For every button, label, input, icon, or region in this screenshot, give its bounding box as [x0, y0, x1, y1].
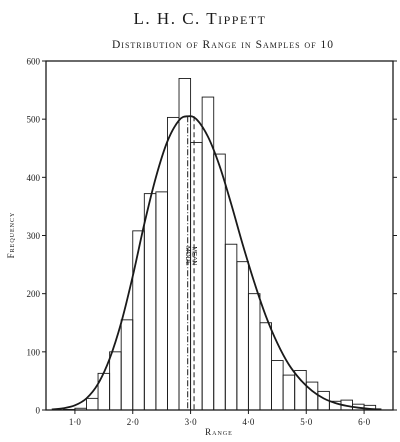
histogram-bar — [190, 141, 203, 411]
histogram-bar — [86, 397, 99, 411]
y-tick-label: 300 — [27, 231, 41, 241]
mean-label: MEAN — [191, 246, 198, 265]
y-tick-label: 600 — [27, 57, 41, 67]
x-tick-label: 4·0 — [242, 417, 254, 427]
y-tick-label: 200 — [27, 289, 41, 299]
mode-label: MODE — [184, 246, 191, 266]
x-axis-label: Range — [205, 427, 233, 437]
histogram-bar — [236, 261, 249, 411]
page-header: L. H. C. Tippett — [134, 9, 267, 28]
x-tick-label: 3·0 — [185, 417, 197, 427]
histogram-bar — [132, 230, 145, 411]
y-axis-label: Frequency — [6, 212, 16, 259]
histogram-bar — [166, 116, 180, 411]
x-tick-label: 2·0 — [127, 417, 139, 427]
x-tick-label: 1·0 — [69, 417, 81, 427]
y-tick-label: 400 — [27, 173, 41, 183]
histogram-bar — [155, 191, 168, 411]
histogram-bar — [120, 319, 134, 411]
y-tick-label: 100 — [27, 347, 41, 357]
histogram-bar — [271, 360, 284, 411]
plot-frame — [45, 60, 394, 411]
histogram-bar — [224, 243, 238, 411]
y-tick-label: 500 — [27, 115, 41, 125]
histogram-bar — [247, 293, 261, 411]
x-tick-label: 6·0 — [358, 417, 370, 427]
histogram-bar — [109, 351, 122, 411]
histogram-bar — [282, 374, 296, 411]
histogram-bar — [213, 153, 226, 411]
x-tick-label: 5·0 — [300, 417, 312, 427]
histogram-bar — [178, 77, 192, 411]
histogram-bar — [143, 193, 157, 411]
fitted-curve — [51, 115, 382, 411]
histogram-bar — [259, 322, 273, 411]
y-tick-label: 0 — [36, 406, 41, 416]
chart-title: Distribution of Range in Samples of 10 — [112, 39, 334, 51]
